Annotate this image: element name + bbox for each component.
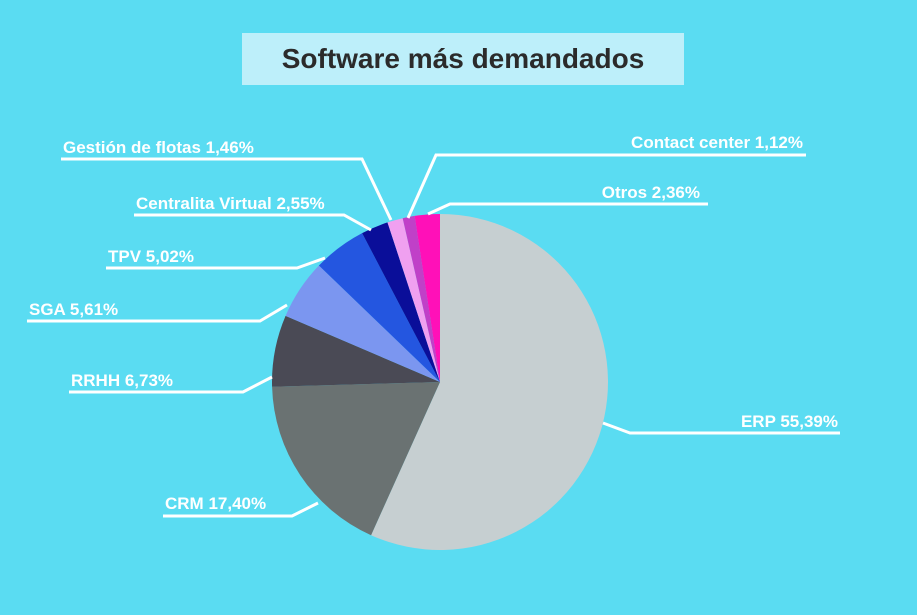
pie-slice-tpv [318, 233, 440, 382]
data-label-crm: CRM 17,40% [165, 494, 266, 513]
pie-slice-crm [272, 382, 440, 536]
data-label-gestión-de-flotas: Gestión de flotas 1,46% [63, 138, 254, 157]
leader-line-sga [27, 303, 288, 323]
leader-line-contact-center [406, 153, 806, 219]
pie-slice-sga [285, 265, 440, 382]
pie-slice-centralita-virtual [362, 222, 440, 382]
data-label-otros: Otros 2,36% [602, 183, 700, 202]
leader-line-tpv [106, 256, 326, 270]
pie-slice-erp [371, 214, 608, 550]
pie-slice-rrhh [272, 315, 440, 387]
data-label-sga: SGA 5,61% [29, 300, 118, 319]
chart-title: Software más demandados [242, 33, 684, 85]
data-label-tpv: TPV 5,02% [108, 247, 194, 266]
pie-slice-gestión-de-flotas [387, 218, 440, 382]
data-label-contact-center: Contact center 1,12% [631, 133, 803, 152]
leader-line-crm [163, 501, 319, 518]
leader-line-gestión-de-flotas [61, 157, 393, 221]
leader-line-erp [602, 421, 840, 435]
leader-line-otros [427, 202, 708, 216]
leader-line-centralita-virtual [134, 213, 372, 232]
pie-slice-contact-center [402, 215, 440, 382]
data-label-rrhh: RRHH 6,73% [71, 371, 173, 390]
pie-slice-otros [414, 214, 440, 382]
data-label-erp: ERP 55,39% [741, 412, 838, 431]
leader-line-rrhh [69, 375, 273, 394]
data-label-centralita-virtual: Centralita Virtual 2,55% [136, 194, 325, 213]
